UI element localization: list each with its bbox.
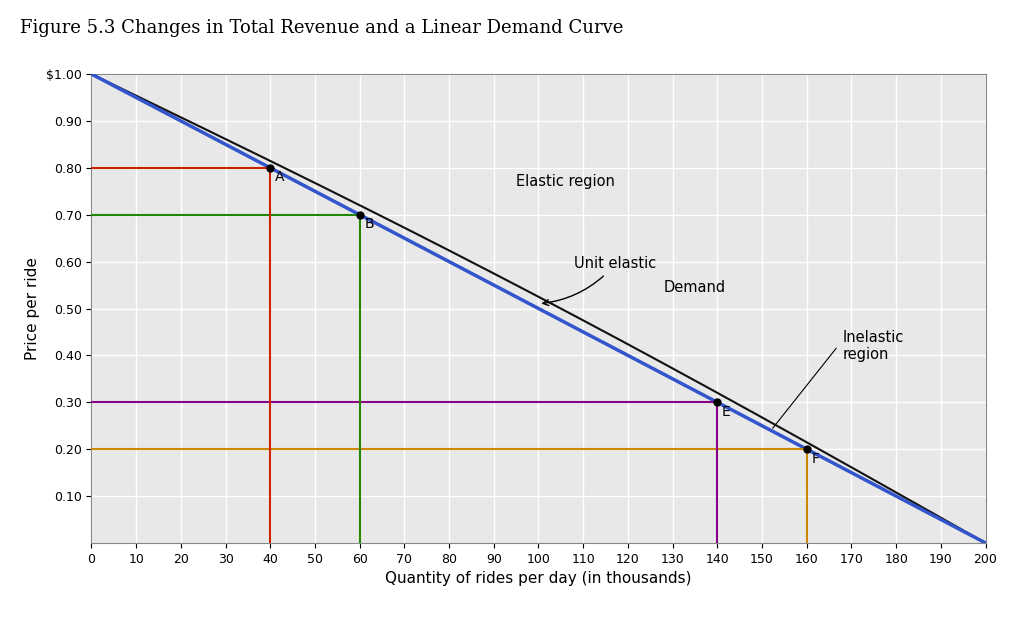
Text: Figure 5.3 Changes in Total Revenue and a Linear Demand Curve: Figure 5.3 Changes in Total Revenue and … (20, 19, 624, 36)
Text: Unit elastic: Unit elastic (543, 257, 656, 305)
Text: F: F (811, 452, 819, 465)
Text: Elastic region: Elastic region (516, 175, 615, 189)
Y-axis label: Price per ride: Price per ride (25, 257, 41, 360)
Text: Inelastic
region: Inelastic region (842, 330, 904, 362)
Text: B: B (364, 217, 374, 231)
Text: Demand: Demand (663, 280, 725, 295)
Text: A: A (274, 170, 284, 184)
Text: E: E (721, 405, 731, 418)
X-axis label: Quantity of rides per day (in thousands): Quantity of rides per day (in thousands) (385, 571, 692, 586)
